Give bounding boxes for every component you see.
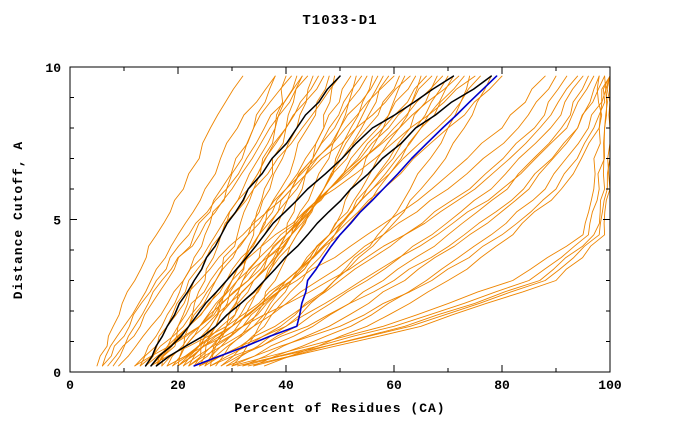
model-curve [193,75,498,367]
y-tick-label: 5 [53,214,61,229]
x-tick-label: 80 [494,378,510,393]
model-curve [188,75,557,367]
model-curve [150,75,455,367]
model-curve [177,75,546,367]
highlight-curve-blue [193,75,498,367]
model-curve [96,75,244,367]
y-tick-label: 0 [53,366,61,381]
model-curve [145,75,341,367]
highlight-curves-black [144,75,492,367]
curve-area [96,75,611,367]
y-tick-label: 10 [45,61,61,76]
model-curve [112,75,309,367]
model-curve [107,75,292,367]
model-curve [263,75,611,367]
x-axis-label: Percent of Residues (CA) [234,401,445,416]
model-curve [226,75,611,367]
model-curve [253,75,611,367]
axes: 0 20 40 60 80 100 0 5 10 [45,61,622,393]
x-tick-label: 100 [598,378,622,393]
model-curve [177,75,481,367]
x-tick-label: 60 [386,378,402,393]
model-curve [253,75,611,367]
model-curve [242,75,611,367]
model-curve [118,75,325,367]
model-curve [231,75,589,367]
y-axis-label: Distance Cutoff, A [11,141,26,299]
model-curve [199,75,595,367]
model-curve [209,75,606,367]
x-tick-label: 0 [66,378,74,393]
model-curve [155,75,395,367]
model-curves-orange [96,75,611,367]
model-curve [172,75,460,367]
model-curve [101,75,303,367]
model-curve [166,75,579,367]
chart-title: T1033-D1 [302,13,377,29]
x-tick-label: 20 [170,378,186,393]
model-curve [231,75,603,367]
x-tick-label: 40 [278,378,294,393]
model-curve [144,75,341,367]
model-curve [231,75,503,367]
model-curve [155,75,492,367]
model-curve [101,75,276,367]
